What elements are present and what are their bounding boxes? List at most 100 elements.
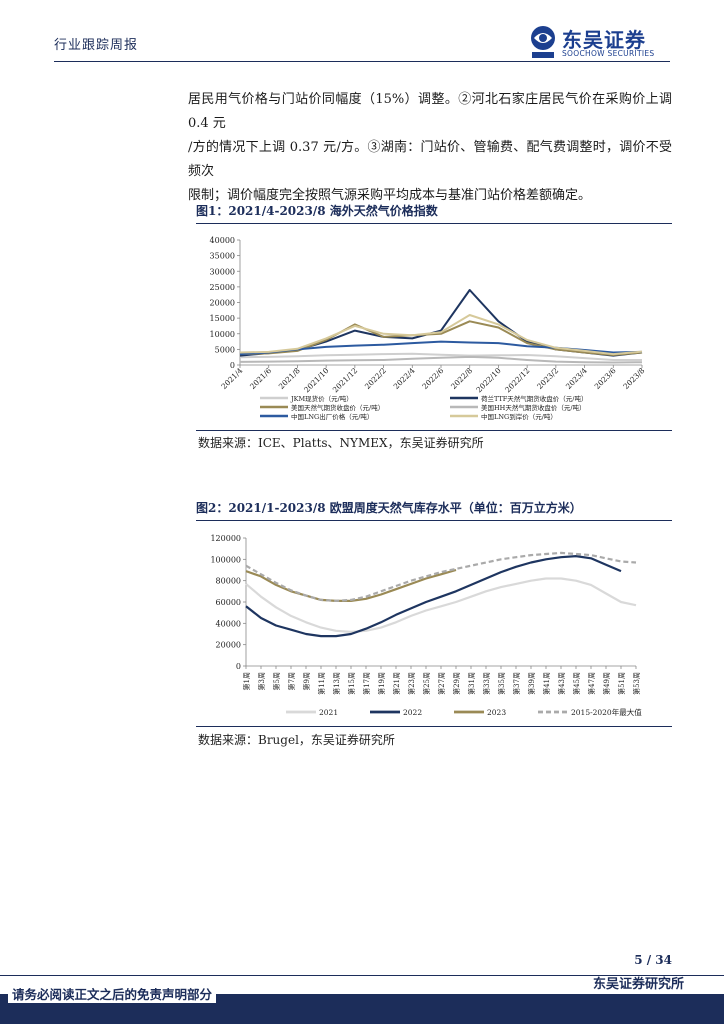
series-line <box>239 289 643 357</box>
figure2-bottom-rule <box>196 726 672 727</box>
footer-disclaimer: 请务必阅读正文之后的免责声明部分 <box>8 984 217 1003</box>
x-tick-label: 2022/4 <box>392 366 417 391</box>
y-tick-label: 40000 <box>210 236 235 245</box>
figure1-top-rule <box>196 223 672 224</box>
y-tick-label: 25000 <box>210 283 235 292</box>
x-tick-label: 2022/2 <box>363 366 388 391</box>
y-tick-label: 20000 <box>210 299 235 308</box>
series-line <box>245 555 622 638</box>
figure1-svg: 0 5000 10000 15000 20000 25000 30000 35000 40000… <box>210 236 647 421</box>
series-line <box>239 314 643 356</box>
x-tick-label: 2023/2 <box>535 366 560 391</box>
legend-label: 中国LNG到岸价（元/吨） <box>481 412 557 421</box>
figure2-chart: 0 20000 40000 60000 80000 100000 120000 第1周 第3周第… <box>196 526 672 726</box>
legend-label: 2022 <box>403 708 422 717</box>
x-tick-label: 第39周 <box>527 672 536 695</box>
x-tick-label: 第53周 <box>632 672 641 695</box>
x-tick-label: 第49周 <box>602 672 611 695</box>
report-type-label: 行业跟踪周报 <box>54 38 139 53</box>
x-tick-label: 第35周 <box>497 672 506 695</box>
x-tick-label: 第43周 <box>557 672 566 695</box>
x-tick-label: 第1周 <box>242 672 251 690</box>
x-tick-label: 2023/8 <box>621 366 646 391</box>
y-tick-label: 10000 <box>210 330 235 339</box>
x-tick-label: 第27周 <box>437 672 446 695</box>
legend-label: 中国LNG出厂价格（元/吨） <box>291 412 373 421</box>
x-tick-label: 第33周 <box>482 672 491 695</box>
body-line: 限制；调价幅度完全按照气源采购平均成本与基准门站价格差额确定。 <box>188 188 592 203</box>
y-tick-label: 15000 <box>210 314 235 323</box>
figure1-chart: 0 5000 10000 15000 20000 25000 30000 35000 40000… <box>196 228 672 432</box>
x-tick-label: 第17周 <box>362 672 371 695</box>
x-tick-label: 第21周 <box>392 672 401 695</box>
y-tick-label: 120000 <box>210 534 241 543</box>
series-line <box>245 568 457 602</box>
figure1-title: 图1：2021/4-2023/8 海外天然气价格指数 <box>196 204 438 218</box>
company-logo: 东吴证券 SOOCHOW SECURITIES <box>528 24 678 60</box>
x-tick-label: 第29周 <box>452 672 461 695</box>
y-tick-label: 60000 <box>216 598 241 607</box>
figure1-source: 数据来源：ICE、Platts、NYMEX，东吴证券研究所 <box>198 436 484 450</box>
legend-label: 2023 <box>487 708 506 717</box>
series-line <box>239 355 643 364</box>
x-tick-label: 第23周 <box>407 672 416 695</box>
legend-label: JKM现货价（元/吨） <box>290 394 353 403</box>
x-tick-label: 第3周 <box>257 672 266 690</box>
x-tick-label: 2021/10 <box>302 366 331 395</box>
footer-organization: 东吴证券研究所 <box>592 977 684 992</box>
x-tick-label: 第47周 <box>587 672 596 695</box>
y-tick-label: 20000 <box>216 641 241 650</box>
series-line <box>239 352 642 361</box>
figure2-source: 数据来源：Brugel，东吴证券研究所 <box>198 733 395 747</box>
logo-emblem-icon <box>531 26 555 58</box>
x-tick-label: 2022/6 <box>420 366 445 391</box>
legend-label: 美国天然气期货收盘价（元/吨） <box>291 403 384 412</box>
x-tick-label: 2021/12 <box>331 366 360 395</box>
x-tick-label: 第9周 <box>302 672 311 690</box>
x-tick-label: 第11周 <box>317 672 326 695</box>
x-tick-label: 2022/10 <box>474 366 503 395</box>
y-tick-label: 30000 <box>210 267 235 276</box>
y-tick-label: 0 <box>230 361 235 370</box>
y-tick-label: 80000 <box>216 577 241 586</box>
x-tick-label: 2022/12 <box>503 366 532 395</box>
body-line: 居民用气价格与门站价同幅度（15%）调整。②河北石家庄居民气价在采购价上调 0.… <box>188 92 672 131</box>
page-number: 5 / 34 <box>634 953 672 967</box>
x-tick-label: 第25周 <box>422 672 431 695</box>
body-paragraph: 居民用气价格与门站价同幅度（15%）调整。②河北石家庄居民气价在采购价上调 0.… <box>188 88 672 208</box>
x-tick-label: 第31周 <box>467 672 476 695</box>
x-tick-label: 2023/6 <box>593 366 618 391</box>
x-tick-label: 第15周 <box>347 672 356 695</box>
y-tick-label: 40000 <box>216 619 241 628</box>
figure2-svg: 020000400006000080000100000120000第1周 第3周第… <box>210 534 642 717</box>
y-tick-label: 5000 <box>215 345 235 354</box>
legend-label: 2021 <box>319 708 338 717</box>
y-tick-label: 0 <box>236 662 241 671</box>
figure2-top-rule <box>196 520 672 521</box>
x-tick-label: 第45周 <box>572 672 581 695</box>
body-line: /方的情况下上调 0.37 元/方。③湖南：门站价、管输费、配气费调整时，调价不… <box>188 140 672 179</box>
x-tick-label: 2021/6 <box>248 366 273 391</box>
legend-label: 2015-2020年最大值 <box>571 707 642 717</box>
series-line <box>239 320 643 356</box>
figure1-bottom-rule <box>196 430 672 431</box>
x-tick-label: 第5周 <box>272 672 281 690</box>
footer-divider <box>0 975 724 976</box>
x-tick-label: 第37周 <box>512 672 521 695</box>
x-tick-label: 2023/4 <box>564 366 589 391</box>
x-tick-label: 第19周 <box>377 672 386 695</box>
legend-label: 荷兰TTF天然气期货收盘价（元/吨） <box>481 394 588 403</box>
header-divider <box>54 61 670 62</box>
series-line <box>245 551 637 602</box>
x-tick-label: 第51周 <box>617 672 626 695</box>
x-tick-label: 第41周 <box>542 672 551 695</box>
series-line <box>245 577 637 633</box>
x-tick-label: 2021/8 <box>277 366 302 391</box>
y-tick-label: 100000 <box>210 555 241 564</box>
x-tick-label: 第13周 <box>332 672 341 695</box>
logo-english-name: SOOCHOW SECURITIES <box>562 49 655 58</box>
legend-label: 美国HH天然气期货收盘价（元/吨） <box>481 403 586 412</box>
y-tick-label: 35000 <box>210 252 235 261</box>
figure2-title: 图2：2021/1-2023/8 欧盟周度天然气库存水平（单位：百万立方米） <box>196 501 582 515</box>
logo-chinese-name: 东吴证券 <box>562 28 646 52</box>
